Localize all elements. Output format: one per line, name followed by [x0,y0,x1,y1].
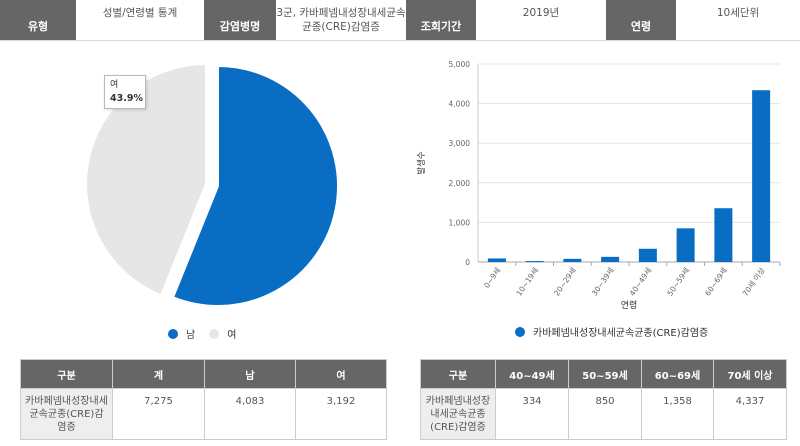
pie-tooltip: 여 43.9% [104,75,146,109]
x-tick-label: 20~29세 [552,266,578,298]
bar[interactable] [638,248,657,262]
table-header: 계 [112,359,205,389]
legend-item-male[interactable]: 남 [168,326,195,341]
info-label-disease: 감염병명 [204,0,276,40]
bar[interactable] [563,258,582,262]
age-summary-table: 구분 40~49세 50~59세 60~69세 70세 이상 카바페넴내성장내세… [420,359,787,440]
x-tick-label: 30~39세 [590,266,616,298]
legend-label-female: 여 [227,330,237,341]
table-row-label: 카바페넴내성장내세균속균종(CRE)감염증 [20,388,113,440]
table-row: 카바페넴내성장내세균속균종(CRE)감염증 7,275 4,083 3,192 [20,388,387,440]
table-cell-total: 7,275 [112,388,205,440]
x-tick-label: 50~59세 [665,266,691,298]
legend-label-male: 남 [186,330,196,341]
y-tick-label: 4,000 [449,100,471,109]
y-axis-title: 발생수 [416,151,427,175]
table-row: 카바페넴내성장내세균속균종(CRE)감염증 334 850 1,358 4,33… [420,388,787,440]
legend-dot-series-icon [515,326,525,337]
bar-legend[interactable]: 카바페넴내성장내세균속균종(CRE)감염증 [515,324,708,339]
table-header-row: 구분 40~49세 50~59세 60~69세 70세 이상 [420,359,787,389]
info-label-age: 연령 [606,0,676,40]
legend-dot-male-icon [168,328,178,339]
x-tick-label: 40~49세 [628,266,654,298]
y-tick-label: 5,000 [449,60,471,69]
legend-item-female[interactable]: 여 [209,326,236,341]
legend-dot-female-icon [209,328,220,339]
info-bar: 유형 성별/연령별 통계 감염병명 3군, 카바페넴내성장내세균속 균종(CRE… [0,0,800,41]
pie-tooltip-value: 43.9% [110,93,143,104]
legend-label-series: 카바페넴내성장내세균속균종(CRE)감염증 [533,328,709,339]
bar[interactable] [676,228,695,262]
gender-pie-chart [75,60,345,320]
bar[interactable] [714,208,733,262]
y-tick-label: 1,000 [449,218,471,227]
bar[interactable] [487,258,506,262]
table-header: 40~49세 [495,359,569,389]
table-cell-male: 4,083 [204,388,296,440]
x-axis-title: 연령 [621,299,638,311]
table-cell-40s: 334 [495,388,569,440]
info-label-type: 유형 [0,0,76,40]
y-tick-label: 2,000 [449,179,471,188]
pie-legend: 남 여 [168,326,236,341]
pie-tooltip-label: 여 [110,80,119,90]
x-tick-label: 70세 이상 [740,265,767,298]
table-header: 70세 이상 [713,359,787,389]
table-header: 남 [204,359,296,389]
gender-summary-table: 구분 계 남 여 카바페넴내성장내세균속균종(CRE)감염증 7,275 4,0… [20,359,387,440]
table-cell-50s: 850 [568,388,642,440]
x-tick-label: 60~69세 [703,266,729,298]
pie-slice-female[interactable] [85,62,207,297]
info-label-period: 조회기간 [406,0,476,40]
info-value-period: 2019년 [522,7,560,19]
table-header: 구분 [420,359,496,389]
table-header: 구분 [20,359,113,389]
table-header: 여 [295,359,387,389]
table-cell-female: 3,192 [295,388,387,440]
x-tick-label: 0~9세 [482,266,502,290]
pie-slice-male[interactable] [171,64,339,307]
info-value-disease: 3군, 카바페넴내성장내세균속 균종(CRE)감염증 [276,7,406,33]
table-cell-60s: 1,358 [641,388,714,440]
bar[interactable] [752,90,771,263]
info-value-age: 10세단위 [716,7,760,19]
pie-svg [85,62,339,307]
bar[interactable] [525,261,544,262]
y-tick-label: 0 [465,258,470,267]
table-row-label: 카바페넴내성장내세균속균종(CRE)감염증 [420,388,496,440]
y-tick-label: 3,000 [449,139,471,148]
bar[interactable] [601,256,620,262]
table-header: 60~69세 [641,359,714,389]
table-header: 50~59세 [568,359,642,389]
table-cell-70plus: 4,337 [713,388,787,440]
table-header-row: 구분 계 남 여 [20,359,387,389]
age-bar-chart: 0 1,000 2,000 3,000 4,000 5,000 발생수 0~9세 10~19세 2… [416,60,781,311]
x-tick-label: 10~19세 [514,266,540,298]
info-value-type: 성별/연령별 통계 [102,7,178,19]
